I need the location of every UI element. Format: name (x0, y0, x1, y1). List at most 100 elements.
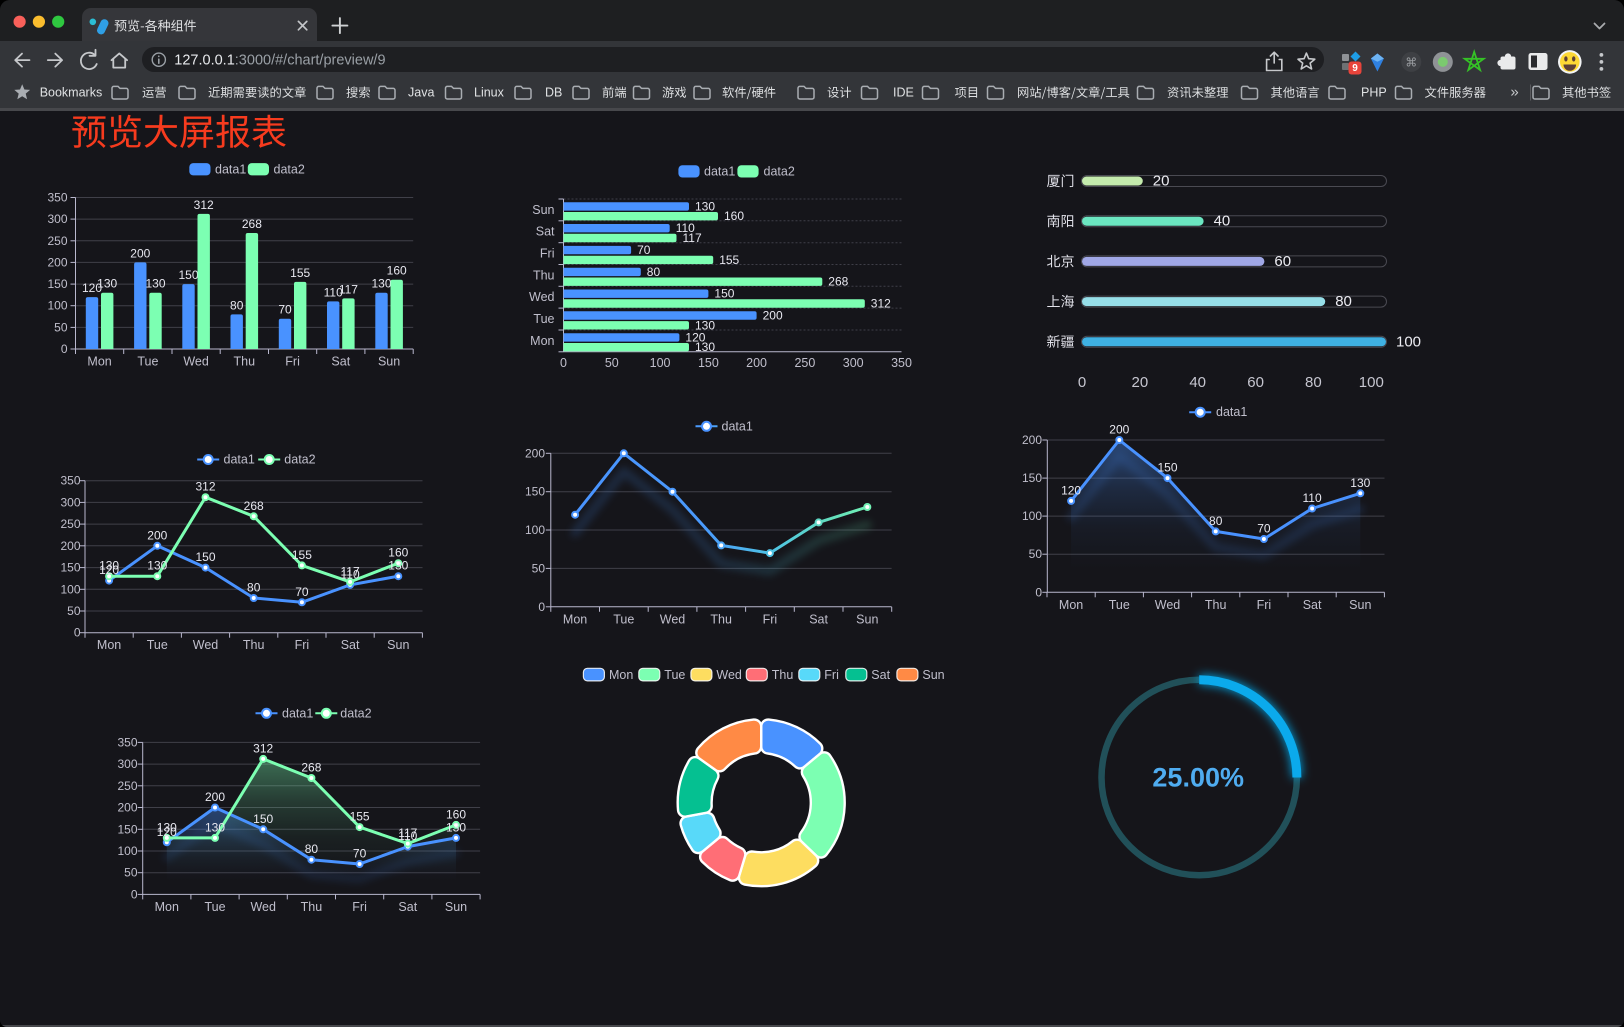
svg-text:130: 130 (695, 199, 715, 213)
svg-text:200: 200 (130, 246, 150, 260)
svg-text:data1: data1 (1216, 405, 1247, 419)
svg-text:Mon: Mon (609, 668, 633, 682)
svg-text:9: 9 (1352, 63, 1358, 74)
svg-text:Tue: Tue (533, 312, 554, 326)
svg-text:Thu: Thu (243, 638, 265, 652)
svg-text:Java: Java (408, 86, 434, 100)
svg-text:160: 160 (446, 807, 466, 821)
svg-text:Tue: Tue (1109, 598, 1130, 612)
svg-text:150: 150 (117, 822, 137, 836)
svg-text:IDE: IDE (893, 86, 914, 100)
svg-text:250: 250 (794, 356, 815, 370)
svg-text:200: 200 (117, 801, 137, 815)
svg-text:Fri: Fri (352, 900, 367, 914)
svg-text:200: 200 (1022, 433, 1042, 447)
svg-text:Sun: Sun (387, 638, 409, 652)
svg-text:Fri: Fri (285, 355, 300, 369)
svg-text:80: 80 (247, 581, 261, 595)
svg-text:100: 100 (1396, 333, 1421, 350)
svg-text:350: 350 (891, 356, 912, 370)
svg-text:70: 70 (278, 303, 292, 317)
svg-text:80: 80 (1335, 293, 1352, 310)
svg-text:200: 200 (1109, 423, 1129, 437)
svg-text:Tue: Tue (137, 355, 158, 369)
svg-text:155: 155 (292, 548, 312, 562)
svg-text:⌘: ⌘ (1405, 55, 1417, 69)
svg-text:Mon: Mon (155, 900, 179, 914)
svg-text:155: 155 (290, 266, 310, 280)
svg-text:150: 150 (1157, 461, 1177, 475)
svg-text:70: 70 (1257, 522, 1271, 536)
svg-text:50: 50 (532, 561, 546, 575)
svg-text:120: 120 (82, 281, 102, 295)
svg-text:Thu: Thu (533, 268, 555, 282)
svg-text:Wed: Wed (183, 355, 209, 369)
svg-text:Sun: Sun (1349, 598, 1371, 612)
svg-text:350: 350 (60, 474, 80, 488)
svg-text:40: 40 (1189, 374, 1206, 391)
svg-text:Mon: Mon (97, 638, 121, 652)
svg-text:150: 150 (714, 287, 734, 301)
svg-text:Mon: Mon (1059, 598, 1083, 612)
svg-text:150: 150 (525, 485, 545, 499)
svg-text:130: 130 (371, 277, 391, 291)
svg-text:Tue: Tue (204, 900, 225, 914)
svg-text:250: 250 (60, 517, 80, 531)
svg-text:130: 130 (695, 340, 715, 354)
svg-text:300: 300 (47, 212, 67, 226)
svg-text:268: 268 (301, 761, 321, 775)
svg-text:data1: data1 (215, 163, 246, 177)
svg-text:50: 50 (605, 356, 619, 370)
svg-text:Sun: Sun (378, 355, 400, 369)
svg-text:Fri: Fri (540, 247, 555, 261)
svg-text:Thu: Thu (772, 668, 794, 682)
svg-text:0: 0 (1035, 585, 1042, 599)
svg-text:data2: data2 (274, 163, 305, 177)
svg-text:Tue: Tue (147, 638, 168, 652)
svg-text:150: 150 (178, 268, 198, 282)
svg-text:200: 200 (746, 356, 767, 370)
svg-text:Thu: Thu (301, 900, 323, 914)
svg-text:50: 50 (67, 604, 81, 618)
svg-text:110: 110 (324, 285, 343, 299)
svg-text:50: 50 (54, 320, 68, 334)
svg-text:Sat: Sat (341, 638, 360, 652)
svg-text:70: 70 (353, 847, 367, 861)
svg-text:Sat: Sat (331, 355, 350, 369)
svg-text:100: 100 (525, 523, 545, 537)
svg-text:20: 20 (1153, 173, 1170, 190)
svg-text:0: 0 (560, 356, 567, 370)
svg-text:130: 130 (1350, 476, 1370, 490)
svg-text:130: 130 (446, 820, 466, 834)
svg-text:130: 130 (145, 277, 165, 291)
svg-text:268: 268 (244, 499, 264, 513)
svg-text:Thu: Thu (234, 355, 256, 369)
svg-text:300: 300 (117, 757, 137, 771)
svg-text:100: 100 (117, 844, 137, 858)
svg-text:data1: data1 (224, 453, 255, 467)
svg-text:50: 50 (124, 866, 138, 880)
svg-text:80: 80 (305, 842, 319, 856)
svg-text:110: 110 (676, 221, 695, 235)
svg-text:200: 200 (147, 528, 167, 542)
svg-text:Fri: Fri (1257, 598, 1272, 612)
svg-text:110: 110 (1303, 491, 1322, 505)
svg-text:»: » (1510, 84, 1518, 101)
svg-text:130: 130 (99, 559, 119, 573)
svg-text:250: 250 (47, 234, 67, 248)
svg-text:150: 150 (60, 561, 80, 575)
svg-text:Fri: Fri (763, 612, 778, 626)
svg-text:Bookmarks: Bookmarks (40, 86, 103, 100)
svg-text:160: 160 (724, 209, 744, 223)
svg-text:Wed: Wed (193, 638, 219, 652)
svg-text:130: 130 (388, 559, 408, 573)
svg-text:150: 150 (195, 550, 215, 564)
svg-text:Thu: Thu (710, 612, 732, 626)
svg-text:100: 100 (650, 356, 671, 370)
svg-text:200: 200 (60, 539, 80, 553)
svg-text:120: 120 (157, 825, 177, 839)
svg-text:Wed: Wed (660, 612, 686, 626)
svg-text:312: 312 (253, 741, 273, 755)
svg-text:350: 350 (117, 735, 137, 749)
svg-text:130: 130 (157, 820, 177, 834)
